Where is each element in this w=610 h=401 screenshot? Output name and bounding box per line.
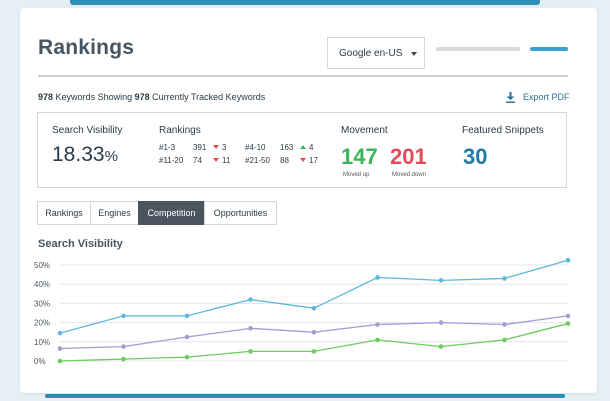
top-accent-strip (70, 0, 540, 5)
series-point-2[interactable] (57, 358, 63, 364)
arrow-down-icon (213, 158, 219, 162)
series-point-1[interactable] (248, 326, 253, 331)
rank-change-value: 4 (309, 143, 314, 152)
series-point-0[interactable] (438, 278, 444, 283)
series-point-2[interactable] (375, 337, 380, 343)
rank-change-value: 17 (309, 156, 318, 165)
chevron-down-icon (411, 52, 417, 56)
toggle-track-active[interactable] (530, 47, 568, 51)
rank-range: #1-3 (159, 143, 176, 152)
search-visibility-value: 18.33% (52, 143, 118, 167)
series-point-0[interactable] (57, 330, 63, 336)
tab-competition[interactable]: Competition (138, 201, 204, 225)
series-point-2[interactable] (248, 349, 253, 354)
toggle-track-inactive[interactable] (436, 47, 520, 51)
y-tick-label: 0% (34, 357, 46, 366)
tab-opportunities[interactable]: Opportunities (204, 201, 277, 225)
series-point-2[interactable] (502, 337, 507, 343)
series-point-1[interactable] (184, 334, 190, 340)
view-tabs: Rankings Engines Competition Opportuniti… (37, 201, 277, 225)
featured-snippets-value: 30 (463, 144, 488, 169)
moved-up-label: Moved up (343, 172, 370, 178)
visibility-unit: % (104, 148, 118, 165)
series-point-1[interactable] (438, 320, 444, 325)
series-point-0[interactable] (121, 313, 126, 319)
y-tick-label: 50% (34, 261, 50, 270)
rank-change-value: 3 (222, 143, 227, 152)
rank-change: 4 (300, 143, 313, 152)
series-point-0[interactable] (375, 275, 380, 280)
rank-range: #21-50 (245, 156, 270, 165)
page-title: Rankings (38, 36, 135, 59)
arrow-down-icon (213, 145, 219, 149)
showing-text: Keywords Showing (55, 92, 133, 102)
rank-change: 17 (300, 156, 318, 165)
header-divider (38, 75, 568, 77)
featured-snippets-heading: Featured Snippets (462, 125, 544, 136)
locale-dropdown-label: Google en-US (339, 48, 403, 59)
movement-heading: Movement (341, 125, 388, 136)
rank-count: 391 (193, 143, 207, 152)
rank-count: 88 (280, 156, 289, 165)
tab-engines[interactable]: Engines (90, 201, 138, 225)
keyword-summary: 978 Keywords Showing 978 Currently Track… (38, 92, 265, 102)
y-tick-label: 20% (34, 319, 50, 328)
download-icon[interactable] (506, 92, 515, 103)
search-visibility-chart: 50% 40% 30% 20% 10% 0% (34, 257, 571, 366)
rank-change-value: 11 (222, 156, 231, 165)
series-point-2[interactable] (438, 344, 444, 349)
series-point-1[interactable] (375, 322, 380, 327)
series-point-0[interactable] (502, 276, 507, 281)
tab-rankings[interactable]: Rankings (37, 201, 90, 225)
stats-panel: Search Visibility 18.33% Rankings #1-3 3… (37, 112, 567, 188)
series-point-1[interactable] (121, 344, 126, 349)
series-point-1[interactable] (57, 346, 63, 351)
moved-down-label: Moved down (392, 172, 427, 178)
rank-count: 163 (280, 143, 294, 152)
tracked-count: 978 (134, 92, 150, 102)
visibility-number: 18.33 (52, 143, 105, 166)
series-point-2[interactable] (184, 354, 190, 360)
search-visibility-heading: Search Visibility (52, 125, 123, 136)
rank-change: 11 (213, 156, 230, 165)
bottom-accent-strip (45, 394, 565, 398)
rankings-card: Rankings Google en-US 978 Keywords Showi… (20, 8, 597, 393)
series-point-1[interactable] (502, 322, 507, 327)
series-point-0[interactable] (311, 305, 317, 311)
series-point-2[interactable] (311, 349, 317, 354)
series-point-0[interactable] (565, 257, 571, 263)
series-point-0[interactable] (248, 297, 253, 302)
series-point-0[interactable] (184, 313, 190, 319)
series-point-2[interactable] (565, 321, 571, 326)
arrow-down-icon (300, 158, 306, 162)
y-tick-label: 10% (34, 338, 50, 347)
rankings-heading: Rankings (159, 125, 201, 136)
locale-dropdown[interactable]: Google en-US (327, 37, 425, 69)
moved-down-value: 201 (390, 144, 427, 169)
y-tick-label: 40% (34, 280, 50, 289)
arrow-up-icon (300, 145, 306, 149)
showing-count: 978 (38, 92, 54, 102)
rank-change: 3 (213, 143, 226, 152)
series-point-2[interactable] (121, 356, 126, 362)
y-tick-label: 30% (34, 299, 50, 308)
rank-range: #4-10 (245, 143, 266, 152)
export-pdf-button[interactable]: Export PDF (523, 92, 570, 102)
rank-count: 74 (193, 156, 202, 165)
series-point-1[interactable] (311, 329, 317, 335)
moved-up-value: 147 (341, 144, 378, 169)
rank-range: #11-20 (159, 156, 184, 165)
chart-title: Search Visibility (38, 238, 123, 250)
series-point-1[interactable] (565, 313, 571, 319)
tracked-text: Currently Tracked Keywords (152, 92, 266, 102)
